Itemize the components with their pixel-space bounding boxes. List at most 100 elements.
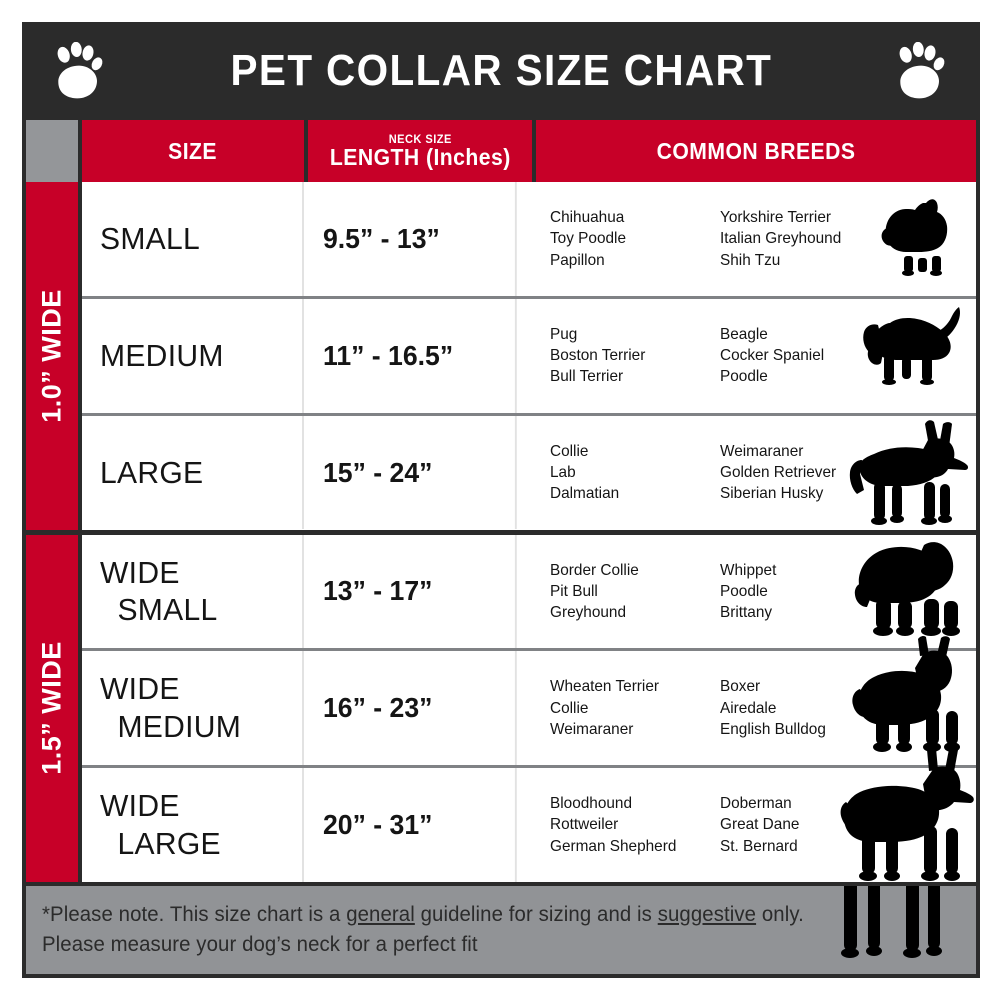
beagle-dog-silhouette <box>856 305 972 391</box>
chart-frame: PET COLLAR SIZE CHART SIZE NECK SIZE LEN… <box>22 22 980 978</box>
footer-note-bar: *Please note. This size chart is a gener… <box>22 882 980 978</box>
table-row[interactable]: LARGE 15” - 24” Collie Lab Dalmatian Wei… <box>82 412 976 530</box>
table-body: 1.0” WIDE SMALL 9.5” - 13” Chihuahua Toy… <box>22 182 980 882</box>
breed-item: Brittany <box>720 604 773 622</box>
footer-note-inner: *Please note. This size chart is a gener… <box>26 886 976 974</box>
paw-print-icon <box>899 42 945 99</box>
group-2-rows: WIDE SMALL 13” - 17” Border Collie Pit B… <box>82 534 976 882</box>
size-label-line1: WIDE <box>100 554 180 590</box>
footer-note-line2: Please measure your dog’s neck for a per… <box>42 933 478 956</box>
breed-column-left: Pug Boston Terrier Bull Terrier <box>550 324 690 388</box>
breed-column-right: Beagle Cocker Spaniel Poodle <box>720 324 864 388</box>
breed-item: Dalmatian <box>550 485 620 503</box>
breed-item: Shih Tzu <box>720 251 781 269</box>
breed-column-left: Wheaten Terrier Collie Weimaraner <box>550 676 690 740</box>
cell-length: 20” - 31” <box>304 768 517 882</box>
breed-item: Boston Terrier <box>550 347 646 365</box>
breed-item: Beagle <box>720 325 768 343</box>
table-row[interactable]: WIDE LARGE 20” - 31” Bloodhound Rottweil… <box>82 747 976 882</box>
paw-print-icon <box>57 42 103 99</box>
breed-item: Great Dane <box>720 816 800 834</box>
column-header-length: NECK SIZE LENGTH (Inches) <box>308 120 532 182</box>
group-label-1-5-inch-text: 1.5” WIDE <box>36 641 67 776</box>
cell-size: SMALL <box>82 182 304 296</box>
breed-item: Rottweiler <box>550 816 619 834</box>
table-row[interactable]: MEDIUM 11” - 16.5” Pug Boston Terrier Bu… <box>82 295 976 413</box>
breed-item: Papillon <box>550 251 605 269</box>
breed-item: German Shepherd <box>550 837 677 855</box>
cell-length: 16” - 23” <box>304 651 517 766</box>
size-label-line2: LARGE <box>117 826 221 862</box>
cell-breeds: Border Collie Pit Bull Greyhound Whippet… <box>528 535 976 649</box>
group-1-rows: SMALL 9.5” - 13” Chihuahua Toy Poodle Pa… <box>82 182 976 530</box>
bulldog-silhouette <box>854 539 966 639</box>
cell-size: WIDE LARGE <box>82 768 304 882</box>
cell-breeds: Wheaten Terrier Collie Weimaraner Boxer … <box>528 636 976 765</box>
size-label-line1: LARGE <box>100 454 204 490</box>
breed-column-left: Bloodhound Rottweiler German Shepherd <box>550 793 690 857</box>
footer-note-underline-suggestive: suggestive <box>657 902 757 926</box>
table-row[interactable]: SMALL 9.5” - 13” Chihuahua Toy Poodle Pa… <box>82 182 976 296</box>
breed-item: Pit Bull <box>550 582 598 600</box>
footer-note-underline-general: general <box>346 902 415 926</box>
breed-item: Whippet <box>720 561 777 579</box>
cell-length: 11” - 16.5” <box>304 298 517 413</box>
breed-column-left: Collie Lab Dalmatian <box>550 441 690 505</box>
column-header-row: SIZE NECK SIZE LENGTH (Inches) COMMON BR… <box>22 120 980 182</box>
breed-item: St. Bernard <box>720 837 798 855</box>
footer-note-text-a: *Please note. This size chart is a <box>42 902 347 926</box>
cell-size: WIDE MEDIUM <box>82 651 304 766</box>
column-header-size: SIZE <box>82 120 304 182</box>
cell-length: 15” - 24” <box>304 415 517 530</box>
breed-item: Pug <box>550 325 578 343</box>
breed-item: Bloodhound <box>550 795 633 813</box>
doberman-legs-silhouette <box>832 886 958 974</box>
footer-note-text-b: guideline for sizing and is <box>414 902 658 926</box>
group-label-1-inch: 1.0” WIDE <box>26 182 78 530</box>
cell-breeds: Collie Lab Dalmatian Weimaraner Golden R… <box>528 416 976 530</box>
breed-item: Poodle <box>720 582 768 600</box>
breed-item: Siberian Husky <box>720 485 824 503</box>
footer-note-line1: *Please note. This size chart is a gener… <box>42 900 948 930</box>
cell-length: 13” - 17” <box>304 534 517 649</box>
cell-size: LARGE <box>82 415 304 530</box>
breed-item: Toy Poodle <box>550 230 627 248</box>
breed-item: English Bulldog <box>720 720 826 738</box>
breed-item: Golden Retriever <box>720 463 837 481</box>
breed-item: Chihuahua <box>550 209 625 227</box>
cell-breeds: Pug Boston Terrier Bull Terrier Beagle C… <box>528 299 976 413</box>
breed-column-left: Border Collie Pit Bull Greyhound <box>550 560 690 624</box>
breed-item: Lab <box>550 463 576 481</box>
breed-item: Collie <box>550 442 589 460</box>
breed-item: Boxer <box>720 678 761 696</box>
breed-column-right: Boxer Airedale English Bulldog <box>720 676 864 740</box>
cell-size: MEDIUM <box>82 298 304 413</box>
cell-length: 9.5” - 13” <box>304 182 517 296</box>
breed-item: Doberman <box>720 795 792 813</box>
breed-item: Weimaraner <box>720 442 804 460</box>
column-header-size-label: SIZE <box>168 137 218 164</box>
table-row[interactable]: WIDE MEDIUM 16” - 23” Wheaten Terrier Co… <box>82 636 976 766</box>
breed-item: Greyhound <box>550 604 627 622</box>
breed-column-right: Weimaraner Golden Retriever Siberian Hus… <box>720 441 864 505</box>
breed-item: Wheaten Terrier <box>550 678 659 696</box>
group-1-inch: 1.0” WIDE SMALL 9.5” - 13” Chihuahua Toy… <box>26 182 976 530</box>
cell-size: WIDE SMALL <box>82 534 304 649</box>
breed-item: Weimaraner <box>550 720 634 738</box>
breed-item: Bull Terrier <box>550 368 624 386</box>
shepherd-dog-silhouette <box>848 416 970 526</box>
table-row[interactable]: WIDE SMALL 13” - 17” Border Collie Pit B… <box>82 534 976 649</box>
column-header-breeds-label: COMMON BREEDS <box>656 137 856 164</box>
cell-breeds: Bloodhound Rottweiler German Shepherd Do… <box>528 747 976 882</box>
size-label-line1: WIDE <box>100 671 180 707</box>
group-1-5-inch: 1.5” WIDE WIDE SMALL 13” - 17” Border Co… <box>26 534 976 882</box>
size-label-line2: MEDIUM <box>117 709 242 745</box>
column-header-length-sublabel: NECK SIZE <box>388 131 452 146</box>
title-bar: PET COLLAR SIZE CHART <box>22 22 980 120</box>
breed-item: Poodle <box>720 368 768 386</box>
breed-column-right: Yorkshire Terrier Italian Greyhound Shih… <box>720 207 864 271</box>
column-header-breeds: COMMON BREEDS <box>536 120 976 182</box>
size-label-line1: WIDE <box>100 788 180 824</box>
column-header-length-label: LENGTH (Inches) <box>329 143 511 170</box>
